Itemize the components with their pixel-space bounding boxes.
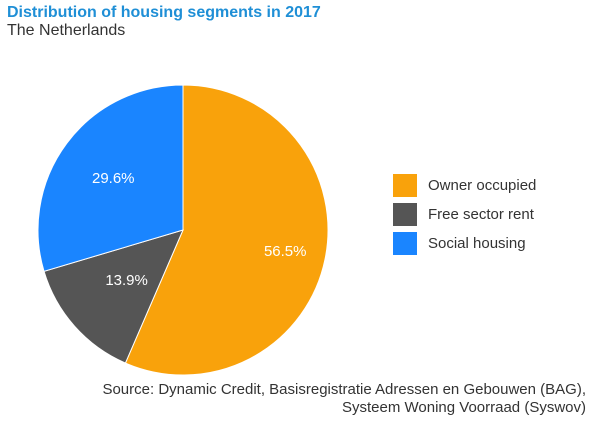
data-label-free-sector-rent: 13.9%: [105, 272, 148, 289]
legend-item-social-housing: Social housing: [393, 230, 536, 256]
chart-subtitle: The Netherlands: [7, 22, 126, 39]
legend-label-social-housing: Social housing: [428, 234, 526, 252]
legend: Owner occupied Free sector rent Social h…: [393, 172, 536, 259]
legend-label-free-sector-rent: Free sector rent: [428, 205, 534, 223]
legend-swatch-free-sector-rent: [393, 202, 417, 226]
legend-item-owner-occupied: Owner occupied: [393, 172, 536, 198]
data-label-social-housing: 29.6%: [92, 170, 135, 187]
source-line-2: Systeem Woning Voorraad (Syswov): [342, 399, 586, 416]
legend-label-owner-occupied: Owner occupied: [428, 176, 537, 194]
pie-slice-owner-occupied: [124, 84, 329, 376]
data-label-owner-occupied: 56.5%: [264, 243, 307, 260]
source-line-1: Source: Dynamic Credit, Basisregistratie…: [102, 381, 586, 398]
legend-swatch-social-housing: [393, 231, 417, 255]
pie-slice-social-housing: [37, 84, 184, 272]
legend-swatch-owner-occupied: [393, 173, 417, 197]
chart-title: Distribution of housing segments in 2017: [7, 4, 321, 21]
pie-slice-free-sector-rent: [43, 229, 184, 364]
legend-item-free-sector-rent: Free sector rent: [393, 201, 536, 227]
source-note: Source: Dynamic Credit, Basisregistratie…: [102, 381, 586, 417]
